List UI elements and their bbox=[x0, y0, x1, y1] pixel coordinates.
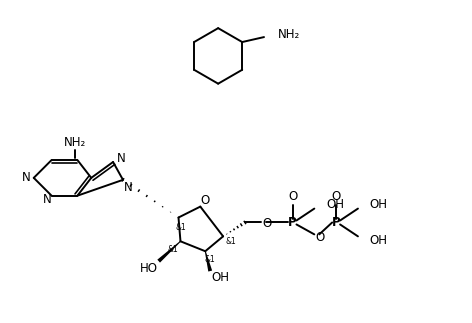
Text: O: O bbox=[201, 194, 210, 207]
Text: O: O bbox=[288, 190, 297, 203]
Text: &1: &1 bbox=[205, 255, 216, 264]
Text: HO: HO bbox=[140, 262, 158, 275]
Text: OH: OH bbox=[370, 198, 388, 211]
Text: &1: &1 bbox=[167, 245, 178, 254]
Text: P: P bbox=[332, 216, 340, 229]
Text: OH: OH bbox=[326, 198, 344, 211]
Text: O: O bbox=[331, 190, 341, 203]
Text: N: N bbox=[43, 193, 52, 206]
Text: OH: OH bbox=[211, 272, 229, 285]
Text: N: N bbox=[21, 172, 30, 184]
Text: NH₂: NH₂ bbox=[278, 27, 300, 41]
Text: NH₂: NH₂ bbox=[64, 136, 86, 149]
Text: N: N bbox=[117, 151, 126, 164]
Text: P: P bbox=[288, 216, 297, 229]
Text: OH: OH bbox=[370, 234, 388, 247]
Polygon shape bbox=[157, 241, 181, 263]
Text: &1: &1 bbox=[175, 223, 186, 232]
Polygon shape bbox=[205, 251, 212, 272]
Text: O: O bbox=[316, 231, 325, 244]
Text: N: N bbox=[124, 181, 132, 194]
Text: &1: &1 bbox=[226, 237, 236, 246]
Text: O: O bbox=[262, 217, 271, 230]
